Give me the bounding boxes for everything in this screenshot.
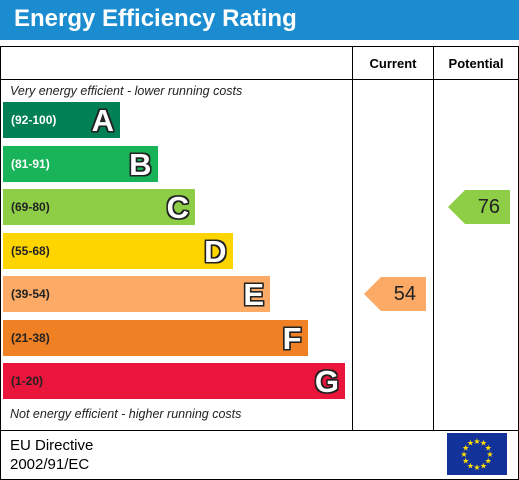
- band-d: (55-68) D: [3, 232, 233, 269]
- band-g: (1-20) G: [3, 363, 345, 399]
- band-letter-label: E: [243, 277, 264, 312]
- column-header-current: Current: [369, 56, 417, 71]
- band-c: (69-80) C: [3, 189, 195, 225]
- eu-directive-line2: 2002/91/EC: [10, 456, 90, 473]
- potential-rating-marker-value: 76: [477, 196, 500, 218]
- band-b: (81-91) B: [3, 145, 158, 182]
- footer-divider: [0, 430, 519, 431]
- flag-star-icon: ★: [480, 461, 487, 470]
- eu-directive: EU Directive 2002/91/EC: [10, 436, 93, 474]
- current-rating-marker-value: 54: [393, 283, 416, 305]
- band-range-label: (69-80): [11, 200, 50, 214]
- potential-rating-marker-arrow: [448, 190, 510, 224]
- flag-star-icon: ★: [480, 439, 487, 448]
- band-range-label: (81-91): [11, 156, 50, 171]
- divider-current: [352, 46, 353, 430]
- chart-title: Energy Efficiency Rating: [14, 5, 297, 32]
- band-range-label: (92-100): [11, 113, 57, 127]
- flag-star-icon: ★: [485, 457, 492, 466]
- band-a: (92-100) A: [3, 102, 120, 138]
- flag-star-icon: ★: [462, 444, 469, 453]
- flag-star-icon: ★: [473, 463, 480, 472]
- divider-potential: [433, 46, 434, 430]
- current-rating-marker-arrow: [364, 277, 426, 311]
- eu-flag-icon: ★ ★ ★ ★ ★ ★ ★ ★ ★ ★ ★ ★: [447, 433, 507, 475]
- note-inefficient: Not energy efficient - higher running co…: [10, 407, 242, 421]
- band-f: (21-38) F: [3, 319, 308, 356]
- band-range-label: (39-54): [11, 287, 50, 301]
- band-letter-label: A: [91, 103, 114, 138]
- band-letter-label: G: [314, 364, 339, 399]
- band-letter-label: F: [282, 320, 302, 356]
- potential-rating-marker: 76: [448, 190, 510, 224]
- column-header-potential: Potential: [448, 56, 504, 71]
- eu-directive-line1: EU Directive: [10, 437, 94, 454]
- note-efficient: Very energy efficient - lower running co…: [10, 84, 243, 98]
- flag-star-icon: ★: [462, 457, 469, 466]
- band-letter-label: B: [129, 146, 152, 182]
- band-letter-label: C: [166, 190, 189, 225]
- band-letter-label: D: [204, 233, 227, 269]
- flag-star-icon: ★: [467, 461, 474, 470]
- flag-star-icon: ★: [486, 450, 493, 459]
- band-e: (39-54) E: [3, 276, 270, 312]
- current-rating-marker: 54: [364, 277, 426, 311]
- flag-star-icon: ★: [485, 444, 492, 453]
- band-range-label: (55-68): [11, 243, 50, 258]
- title-bar: Energy Efficiency Rating: [0, 0, 519, 40]
- flag-star-icon: ★: [473, 437, 480, 446]
- band-range-label: (21-38): [11, 330, 50, 345]
- band-range-label: (1-20): [11, 374, 44, 388]
- flag-star-icon: ★: [467, 439, 474, 448]
- flag-star-icon: ★: [460, 450, 467, 459]
- header-divider: [0, 79, 519, 80]
